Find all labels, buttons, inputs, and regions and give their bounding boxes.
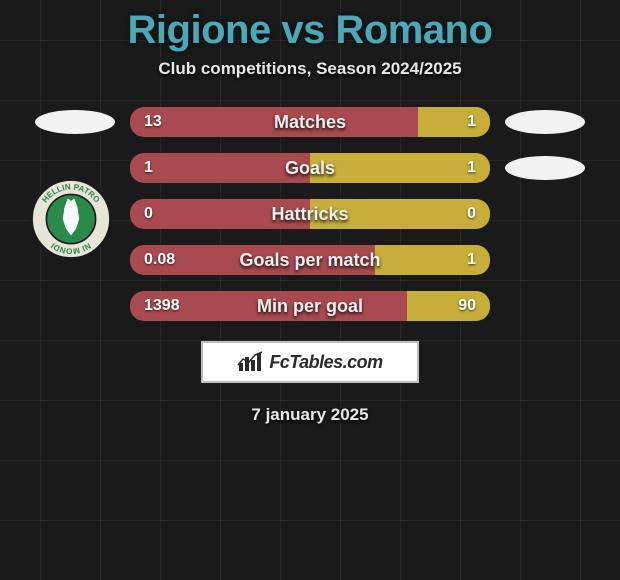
stat-bar-left: 0 [130,199,310,229]
left-badge-slot [30,108,120,136]
stat-left-value: 1398 [144,297,180,315]
card: Rigione vs Romano Club competitions, Sea… [0,0,620,580]
stat-bar-left: 13 [130,107,418,137]
stat-bar-left: 1398 [130,291,407,321]
stat-bar-right: 1 [375,245,490,275]
stat-right-value: 1 [467,113,476,131]
stat-bar: 0 0 Hattricks [130,199,490,229]
stat-bar: 13 1 Matches [130,107,490,137]
stat-left-value: 0 [144,205,153,223]
brand-text: FcTables.com [269,352,382,373]
team-badge-ellipse [34,108,116,136]
stat-left-value: 13 [144,113,162,131]
page-title: Rigione vs Romano [0,8,620,53]
stat-row: 1398 90 Min per goal [0,291,620,321]
stat-right-value: 90 [458,297,476,315]
team-badge-ellipse [504,108,586,136]
subtitle: Club competitions, Season 2024/2025 [0,59,620,79]
stat-bar-right: 90 [407,291,490,321]
stat-bar: 1 1 Goals [130,153,490,183]
right-badge-slot [500,154,590,182]
team-badge-ellipse [504,154,586,182]
stat-bar-right: 0 [310,199,490,229]
stat-bar-left: 1 [130,153,310,183]
stat-bar: 1398 90 Min per goal [130,291,490,321]
club-logo: HELLIN PATRO NI MONDI [30,178,112,260]
stat-bar: 0.08 1 Goals per match [130,245,490,275]
stat-bar-right: 1 [418,107,490,137]
stat-row: 13 1 Matches [0,107,620,137]
stat-right-value: 1 [467,251,476,269]
bar-chart-icon [237,351,263,373]
brand-badge: FcTables.com [201,341,419,383]
date-text: 7 january 2025 [0,405,620,425]
stat-right-value: 1 [467,159,476,177]
stat-left-value: 1 [144,159,153,177]
stat-right-value: 0 [467,205,476,223]
stat-left-value: 0.08 [144,251,175,269]
stat-bar-left: 0.08 [130,245,375,275]
right-badge-slot [500,108,590,136]
stat-bar-right: 1 [310,153,490,183]
